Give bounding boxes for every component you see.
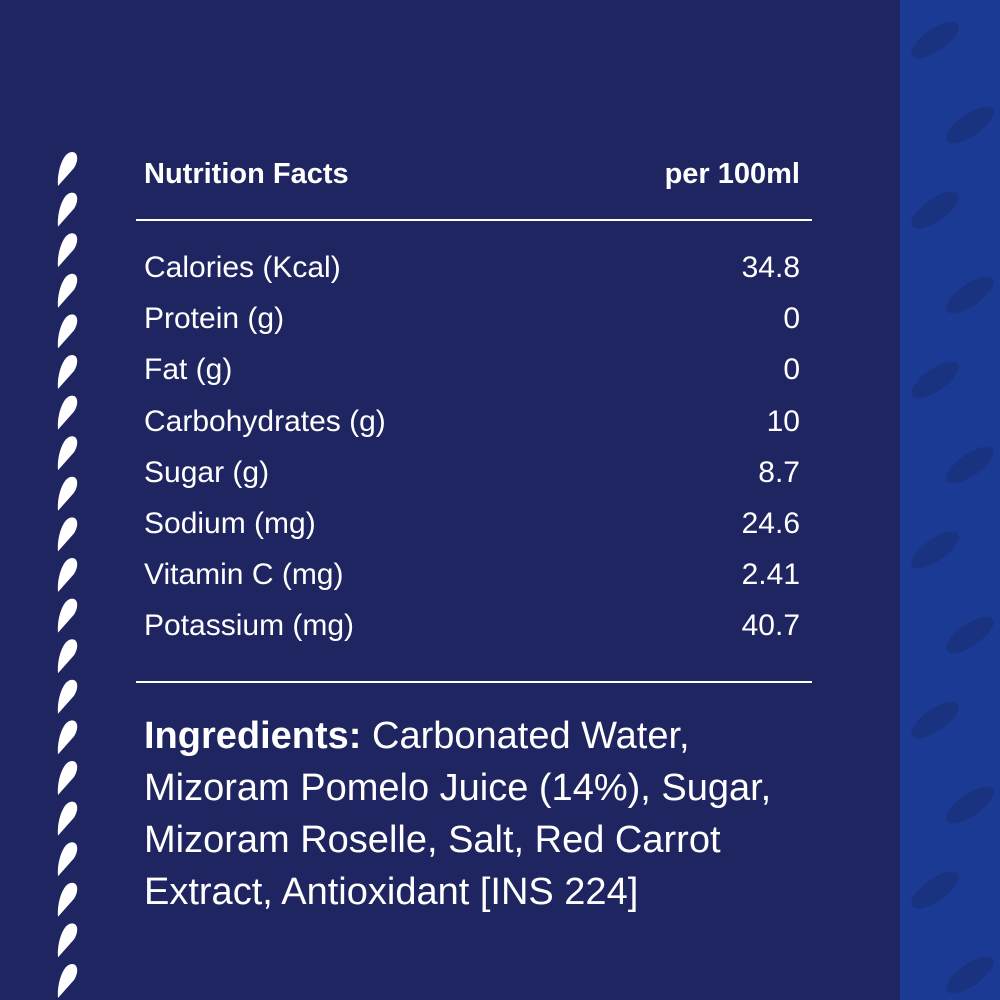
teardrop-icon <box>57 598 78 633</box>
ingredients-text: Ingredients: Carbonated Water, Mizoram P… <box>144 710 804 918</box>
nutrient-value: 34.8 <box>741 251 800 284</box>
teardrop-icon <box>57 639 78 674</box>
nutrient-label: Sodium (mg) <box>144 506 316 540</box>
teardrop-icon <box>57 476 78 511</box>
table-row: Carbohydrates (g) 10 <box>144 402 800 453</box>
nutrient-label: Potassium (mg) <box>144 609 355 643</box>
teardrop-icon <box>57 152 78 186</box>
divider <box>136 219 812 221</box>
leaf-pattern <box>911 21 994 994</box>
teardrop-icon <box>57 720 78 755</box>
teardrop-icon <box>57 882 78 917</box>
nutrient-value: 24.6 <box>741 506 800 540</box>
teardrop-icon <box>57 923 78 958</box>
leaf-icon <box>911 21 959 59</box>
nutrient-label: Protein (g) <box>144 302 285 336</box>
leaf-icon <box>946 616 994 654</box>
teardrop-icon <box>57 395 78 430</box>
table-row: Protein (g) 0 <box>144 299 800 350</box>
nutrition-table: Calories (Kcal) 34.8 Protein (g) 0 Fat (g)… <box>144 248 800 658</box>
teardrop-icon <box>57 761 78 795</box>
nutrient-label: Calories (Kcal) <box>144 251 341 284</box>
teardrop-icon <box>57 801 78 836</box>
teardrop-icon <box>57 355 78 389</box>
table-row: Vitamin C (mg) 2.41 <box>144 555 800 606</box>
nutrient-value: 0 <box>783 302 800 336</box>
ingredients-label: Ingredients: <box>144 715 362 757</box>
nutrient-value: 2.41 <box>741 558 800 592</box>
teardrop-icon <box>57 436 78 471</box>
leaf-icon <box>946 786 994 824</box>
leaf-icon <box>946 446 994 484</box>
ingredients-list: Carbonated Water, Mizoram Pomelo Juice (… <box>144 715 772 913</box>
teardrop-icon <box>57 842 78 877</box>
nutrient-label: Carbohydrates (g) <box>144 404 386 438</box>
leaf-icon <box>946 956 994 994</box>
teardrop-icon <box>57 517 78 552</box>
leaf-icon <box>911 191 959 229</box>
leaf-icon <box>911 871 959 909</box>
nutrition-header: Nutrition Facts per 100ml <box>144 158 800 191</box>
teardrop-icon <box>57 558 78 592</box>
side-pattern-stripe <box>900 0 1000 1000</box>
teardrop-icon <box>57 679 78 714</box>
nutrient-value: 40.7 <box>741 609 800 643</box>
nutrient-label: Fat (g) <box>144 353 233 387</box>
table-row: Fat (g) 0 <box>144 350 800 401</box>
table-row: Calories (Kcal) 34.8 <box>144 248 800 299</box>
serving-size: per 100ml <box>664 158 800 190</box>
leaf-icon <box>911 701 959 739</box>
nutrition-title: Nutrition Facts <box>144 158 349 190</box>
nutrient-value: 8.7 <box>758 455 800 489</box>
leaf-icon <box>911 531 959 569</box>
leaf-icon <box>946 106 994 144</box>
teardrop-icon <box>57 192 78 227</box>
teardrop-icon <box>57 964 78 998</box>
leaf-icon <box>946 276 994 314</box>
nutrient-value: 0 <box>783 353 800 387</box>
leaf-icon <box>911 361 959 399</box>
nutrient-label: Vitamin C (mg) <box>144 558 344 592</box>
table-row: Sodium (mg) 24.6 <box>144 504 800 555</box>
nutrient-label: Sugar (g) <box>144 455 270 489</box>
nutrient-value: 10 <box>766 404 800 438</box>
teardrop-border-decoration <box>57 152 78 998</box>
teardrop-icon <box>57 273 78 308</box>
teardrop-icon <box>57 233 78 268</box>
divider <box>136 681 812 683</box>
teardrop-icon <box>57 314 78 349</box>
table-row: Sugar (g) 8.7 <box>144 453 800 504</box>
table-row: Potassium (mg) 40.7 <box>144 606 800 657</box>
